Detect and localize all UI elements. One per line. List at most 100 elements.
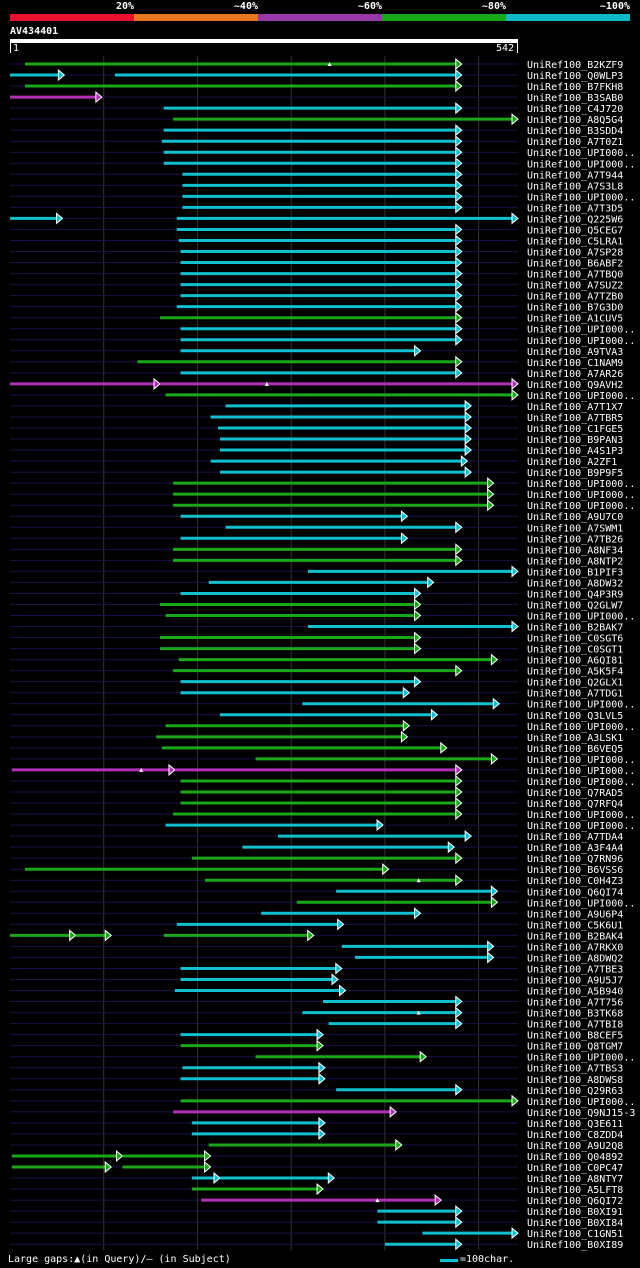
hit-arrowhead: [487, 477, 495, 490]
hit-label: UniRef100_A9TVA3: [527, 347, 623, 358]
hit-arrowhead: [414, 598, 422, 611]
hit-arrowhead: [455, 267, 463, 280]
hit-label: UniRef100_A7RKX0: [527, 942, 623, 953]
hit-arrowhead: [490, 653, 499, 666]
ruler-start-tick: [10, 43, 11, 53]
hit-arrowhead: [492, 697, 501, 710]
hit-label: UniRef100_B1PIF3: [527, 567, 623, 578]
hit-arrowhead: [318, 1116, 326, 1129]
hit-label: UniRef100_UPI000..: [527, 501, 635, 512]
hit-arrowhead: [455, 333, 463, 346]
hit-arrowhead: [455, 190, 463, 203]
hit-label: UniRef100_B9P9F5: [527, 468, 623, 479]
hit-arrowhead: [455, 1006, 463, 1019]
hit-label: UniRef100_C5LRA1: [527, 236, 623, 247]
hit-arrowhead: [339, 984, 347, 997]
hit-arrowhead: [204, 1160, 212, 1174]
hit-label: UniRef100_B0XI84: [527, 1218, 623, 1229]
legend-label-100: ~100%: [599, 1, 630, 12]
hit-label: UniRef100_B3TK68: [527, 1009, 623, 1020]
hit-arrowhead: [316, 1028, 324, 1041]
hit-label: UniRef100_UPI000..: [527, 810, 635, 821]
legend-swatch-20: [10, 14, 134, 21]
hit-arrowhead: [455, 355, 463, 368]
hit-label: UniRef100_A7AR26: [527, 369, 623, 380]
hit-arrowhead: [414, 609, 422, 622]
hit-arrowhead: [455, 521, 463, 534]
hit-arrowhead: [318, 1127, 326, 1140]
hit-label: UniRef100_A5LFT8: [527, 1185, 623, 1196]
query-gap-marker: [264, 381, 269, 386]
legend-swatch-40: [134, 14, 258, 21]
hit-arrowhead: [455, 785, 463, 799]
hit-label: UniRef100_B8CEF5: [527, 1031, 623, 1042]
query-gap-marker: [416, 878, 421, 883]
hit-label: UniRef100_A9U7C0: [527, 512, 623, 523]
hit-arrowhead: [511, 1227, 519, 1240]
hit-label: UniRef100_A7TDA4: [527, 832, 623, 843]
hit-arrowhead: [455, 763, 463, 776]
hit-arrowhead: [307, 929, 315, 942]
hit-arrowhead: [318, 1072, 326, 1085]
hit-label: UniRef100_Q29R63: [527, 1086, 623, 1097]
ruler-end-label: 542: [496, 43, 515, 54]
hit-label: UniRef100_Q6QI74: [527, 887, 623, 898]
hit-label: UniRef100_B3SAB0: [527, 93, 623, 104]
hit-label: UniRef100_UPI000..: [527, 490, 635, 501]
hit-arrowhead: [400, 510, 409, 523]
hit-arrowhead: [400, 532, 409, 545]
hit-arrowhead: [511, 377, 519, 390]
hit-label: UniRef100_A7S3L8: [527, 181, 623, 192]
hit-arrowhead: [511, 1094, 519, 1107]
hit-arrowhead: [455, 796, 463, 810]
footer-scale-label: =100char.: [460, 1254, 515, 1265]
hit-label: UniRef100_A7T1X7: [527, 402, 623, 413]
hit-arrowhead: [455, 223, 463, 236]
hit-label: UniRef100_A7TB26: [527, 534, 623, 545]
hit-arrowhead: [511, 388, 519, 401]
hit-arrowhead: [455, 79, 463, 93]
hit-arrowhead: [460, 455, 469, 468]
hit-label: UniRef100_A8NTY7: [527, 1174, 623, 1185]
hit-arrowhead: [414, 587, 422, 600]
legend-swatch-100: [506, 14, 630, 21]
hit-arrowhead: [487, 951, 495, 964]
hit-label: UniRef100_A7SP28: [527, 248, 623, 259]
hit-label: UniRef100_Q3E611: [527, 1119, 623, 1130]
hit-label: UniRef100_Q225W6: [527, 214, 623, 225]
hit-label: UniRef100_A3F4A4: [527, 843, 623, 854]
hit-label: UniRef100_UPI000..: [527, 148, 635, 159]
hit-label: UniRef100_A9U5J7: [527, 975, 623, 986]
hit-label: UniRef100_C0SGT1: [527, 645, 623, 656]
hit-arrowhead: [455, 234, 463, 247]
hit-label: UniRef100_A1CUV5: [527, 314, 623, 325]
hit-label: UniRef100_Q2GLW7: [527, 600, 623, 611]
hit-arrowhead: [490, 752, 499, 765]
hit-arrowhead: [213, 1171, 221, 1185]
hit-arrowhead: [455, 1216, 463, 1229]
hit-arrowhead: [382, 863, 390, 876]
hit-label: UniRef100_B0XI89: [527, 1240, 623, 1251]
hit-label: UniRef100_Q3LVL5: [527, 711, 623, 722]
hit-label: UniRef100_B3SDD4: [527, 126, 623, 137]
hit-arrowhead: [402, 719, 411, 732]
hit-label: UniRef100_A8DWS8: [527, 1075, 623, 1086]
identity-color-legend: [10, 14, 630, 21]
hit-label: UniRef100_UPI000..: [527, 391, 635, 402]
hit-arrowhead: [455, 874, 463, 887]
hit-label: UniRef100_UPI000..: [527, 336, 635, 347]
identity-legend-labels: 20% ~40% ~60% ~80% ~100%: [0, 0, 640, 14]
hit-label: UniRef100_Q9AVH2: [527, 380, 623, 391]
hit-arrowhead: [455, 774, 463, 788]
scale-key-bar: [440, 1259, 458, 1262]
hit-arrowhead: [455, 1205, 463, 1218]
hit-arrowhead: [455, 289, 463, 302]
hit-label: UniRef100_A8DWQ2: [527, 953, 623, 964]
hit-arrowhead: [464, 421, 472, 435]
hit-label: UniRef100_A3LSK1: [527, 733, 623, 744]
hit-arrowhead: [414, 675, 422, 688]
hit-label: UniRef100_C0H4Z3: [527, 876, 623, 887]
hit-arrowhead: [464, 410, 472, 424]
hit-arrowhead: [331, 973, 339, 986]
hit-arrowhead: [455, 278, 463, 291]
